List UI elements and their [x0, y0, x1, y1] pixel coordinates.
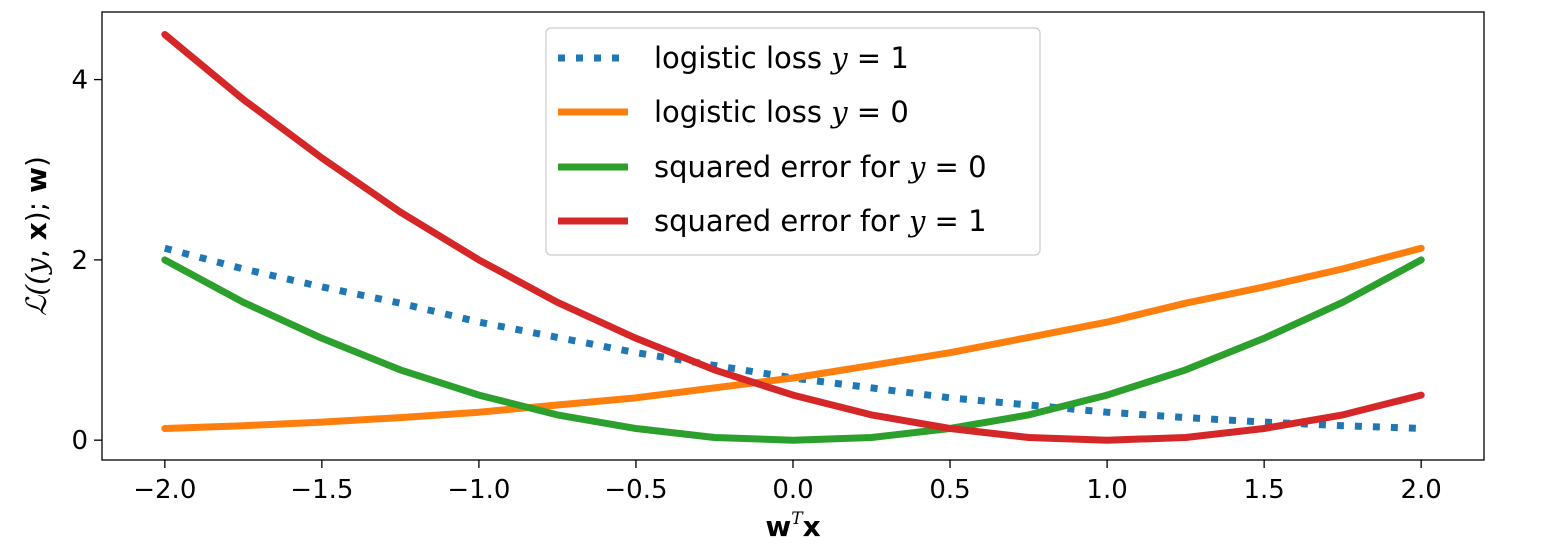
- legend-label-math: y: [907, 150, 926, 184]
- legend-label-eq: = 1: [848, 41, 909, 75]
- legend-label-text: squared error for: [654, 204, 909, 238]
- x-tick-label: −2.0: [133, 475, 196, 505]
- y-axis-label-x: x: [20, 222, 53, 240]
- legend-label-text: logistic loss: [654, 95, 831, 129]
- x-tick-label: 0.0: [772, 475, 813, 505]
- legend-label: squared error for y = 1: [654, 204, 987, 238]
- series-line-1: [163, 244, 1422, 432]
- y-axis-label: ℒ((y, x); w): [20, 156, 53, 316]
- series-line-4: [161, 31, 1425, 444]
- legend-label-math: y: [907, 204, 926, 238]
- legend-label-eq: = 0: [925, 150, 986, 184]
- legend-label-math: y: [829, 95, 848, 129]
- x-axis-label: wTx: [765, 509, 820, 543]
- legend-item-2: logistic loss y = 0: [558, 95, 909, 129]
- series-line-3: [161, 256, 1425, 444]
- x-tick-label: 0.5: [929, 475, 970, 505]
- legend-label-eq: = 0: [848, 95, 909, 129]
- x-tick-label: 2.0: [1401, 475, 1442, 505]
- y-axis-label-mid: );: [20, 193, 53, 222]
- x-axis-label-sup: T: [791, 509, 804, 529]
- y-axis-label-prefix: ℒ((: [20, 273, 53, 316]
- legend-label-text: squared error for: [654, 150, 909, 184]
- legend-label-text: logistic loss: [654, 41, 831, 75]
- series-layer: [161, 31, 1425, 444]
- legend-item-1: logistic loss y = 1: [558, 41, 909, 75]
- y-tick-label: 2: [71, 246, 88, 276]
- series-line-2: [161, 244, 1425, 432]
- legend-label: logistic loss y = 0: [654, 95, 909, 129]
- legend-label-math: y: [829, 41, 848, 75]
- x-tick-label: 1.5: [1243, 475, 1284, 505]
- y-axis-label-comma: ,: [20, 240, 53, 258]
- x-tick-label: −0.5: [604, 475, 667, 505]
- x-tick-label: 1.0: [1086, 475, 1127, 505]
- y-ticks: 0 2 4: [71, 66, 102, 456]
- y-tick-label: 4: [71, 66, 88, 96]
- y-axis-label-y: y: [20, 257, 53, 276]
- x-tick-label: −1.5: [290, 475, 353, 505]
- y-tick-label: 0: [71, 426, 88, 456]
- legend-item-3: squared error for y = 0: [558, 150, 987, 184]
- x-axis-label-x: x: [803, 510, 821, 543]
- legend-box: [545, 27, 1041, 256]
- legend-label: squared error for y = 0: [654, 150, 987, 184]
- y-axis-label-w: w: [20, 167, 53, 193]
- x-tick-label: −1.0: [447, 475, 510, 505]
- legend-label: logistic loss y = 1: [654, 41, 909, 75]
- x-ticks: −2.0 −1.5 −1.0 −0.5 0.0 0.5 1.0 1.5 2.0: [133, 460, 1442, 505]
- legend-label-eq: = 1: [925, 204, 986, 238]
- y-axis-label-suffix: ): [20, 156, 53, 167]
- legend-item-4: squared error for y = 1: [558, 204, 987, 238]
- x-axis-label-w: w: [765, 510, 791, 543]
